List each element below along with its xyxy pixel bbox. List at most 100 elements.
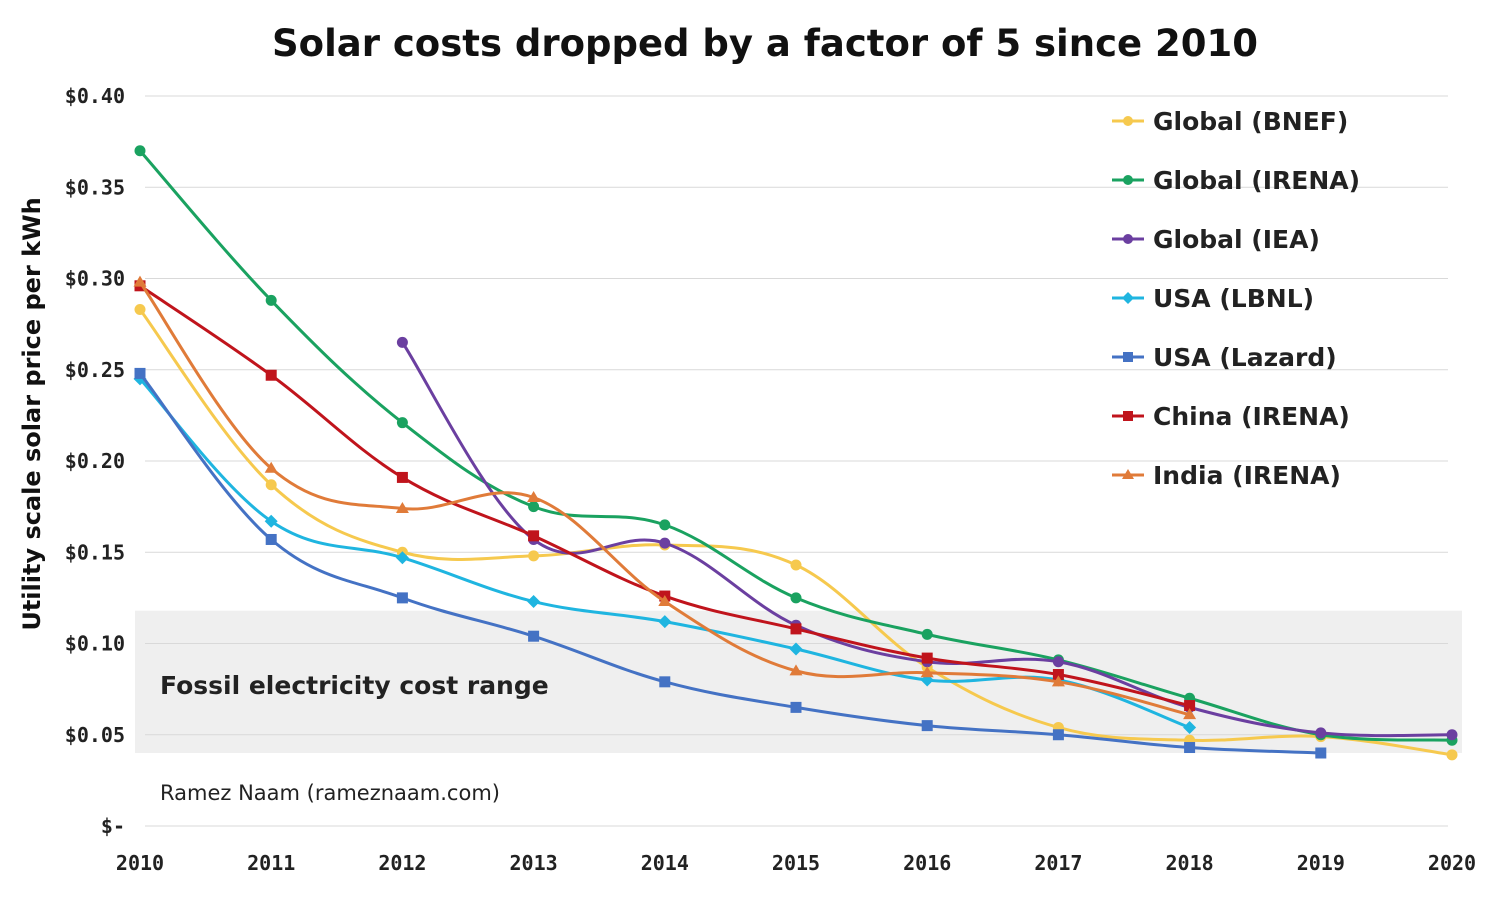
- data-point-marker: [659, 537, 671, 549]
- y-tick-label: $0.10: [65, 632, 125, 656]
- data-point-marker: [1183, 708, 1197, 720]
- data-point-marker: [1123, 411, 1133, 421]
- series-india-irena: [133, 275, 1197, 720]
- legend-item: USA (Lazard): [1112, 343, 1337, 372]
- y-tick-label: $0.30: [65, 267, 125, 291]
- data-point-marker: [921, 652, 933, 664]
- data-point-marker: [134, 367, 146, 379]
- data-point-marker: [265, 479, 277, 491]
- data-point-marker: [1052, 729, 1064, 741]
- legend-label: Global (IEA): [1153, 225, 1320, 254]
- data-point-marker: [527, 595, 541, 609]
- legend-label: USA (LBNL): [1153, 284, 1314, 313]
- data-point-marker: [528, 530, 540, 542]
- data-point-marker: [789, 664, 803, 676]
- data-point-marker: [134, 145, 146, 157]
- legend-item: China (IRENA): [1112, 402, 1350, 431]
- series-line: [138, 371, 1323, 755]
- x-tick-label: 2011: [247, 851, 295, 875]
- x-tick-label: 2020: [1428, 851, 1476, 875]
- data-point-marker: [396, 336, 408, 348]
- legend-item: India (IRENA): [1112, 461, 1341, 490]
- legend-label: China (IRENA): [1153, 402, 1350, 431]
- data-point-marker: [265, 533, 277, 545]
- x-tick-label: 2018: [1166, 851, 1214, 875]
- data-point-marker: [790, 592, 802, 604]
- data-point-marker: [790, 623, 802, 635]
- legend-item: USA (LBNL): [1112, 284, 1314, 313]
- y-tick-label: $0.25: [65, 358, 125, 382]
- data-point-marker: [264, 514, 278, 528]
- data-point-marker: [1123, 234, 1133, 244]
- y-tick-label: $0.20: [65, 449, 125, 473]
- data-point-marker: [396, 592, 408, 604]
- legend: Global (BNEF) Global (IRENA) Global (IEA) U…: [1112, 107, 1360, 490]
- data-point-marker: [134, 304, 146, 316]
- data-point-marker: [921, 628, 933, 640]
- data-point-marker: [264, 461, 278, 473]
- data-point-marker: [396, 417, 408, 429]
- data-point-marker: [396, 471, 408, 483]
- y-axis-ticks: $- $0.05 $0.10 $0.15 $0.20 $0.25 $0.30 $0.35 $0.…: [65, 84, 125, 838]
- x-axis-ticks: 2010 2011 2012 2013 2014 2015 2016 2017 2018 2019…: [116, 851, 1476, 875]
- data-point-marker: [1123, 116, 1133, 126]
- data-point-marker: [1446, 729, 1458, 741]
- y-tick-label: $0.05: [65, 723, 125, 747]
- x-tick-label: 2012: [378, 851, 426, 875]
- data-point-marker: [1123, 175, 1133, 185]
- x-tick-label: 2015: [772, 851, 820, 875]
- legend-label: Global (IRENA): [1153, 166, 1360, 195]
- data-point-marker: [658, 615, 672, 629]
- data-point-marker: [790, 701, 802, 713]
- y-tick-label: $0.15: [65, 540, 125, 564]
- series-line: [138, 280, 1192, 717]
- data-point-marker: [921, 720, 933, 732]
- data-point-marker: [265, 369, 277, 381]
- y-tick-label: $0.35: [65, 175, 125, 199]
- data-point-marker: [528, 550, 540, 562]
- x-tick-label: 2014: [641, 851, 689, 875]
- data-point-marker: [1051, 675, 1065, 687]
- data-point-marker: [790, 559, 802, 571]
- x-tick-label: 2017: [1034, 851, 1082, 875]
- x-tick-label: 2019: [1297, 851, 1345, 875]
- data-point-marker: [1315, 727, 1327, 739]
- series-line: [138, 149, 1454, 742]
- legend-label: Global (BNEF): [1153, 107, 1348, 136]
- data-point-marker: [1183, 720, 1197, 734]
- y-tick-label: $-: [101, 814, 125, 838]
- source-credit: Ramez Naam (rameznaam.com): [160, 781, 500, 805]
- legend-label: India (IRENA): [1153, 461, 1341, 490]
- data-point-marker: [1122, 469, 1134, 479]
- legend-item: Global (BNEF): [1112, 107, 1348, 136]
- data-point-marker: [920, 666, 934, 678]
- data-point-marker: [528, 630, 540, 642]
- data-point-marker: [789, 642, 803, 656]
- data-point-marker: [659, 519, 671, 531]
- data-point-marker: [133, 275, 147, 287]
- data-point-marker: [1052, 669, 1064, 681]
- data-point-marker: [659, 676, 671, 688]
- legend-item: Global (IEA): [1112, 225, 1320, 254]
- data-point-marker: [1122, 292, 1134, 304]
- data-point-marker: [395, 551, 409, 565]
- data-point-marker: [1446, 749, 1458, 761]
- x-tick-label: 2016: [903, 851, 951, 875]
- data-point-marker: [528, 501, 540, 513]
- data-point-marker: [1123, 352, 1133, 362]
- series-usa-lazard: [134, 367, 1327, 759]
- x-tick-label: 2010: [116, 851, 164, 875]
- data-point-marker: [395, 501, 409, 513]
- legend-label: USA (Lazard): [1153, 343, 1337, 372]
- y-tick-label: $0.40: [65, 84, 125, 108]
- x-tick-label: 2013: [510, 851, 558, 875]
- data-point-marker: [1184, 742, 1196, 754]
- data-point-marker: [1184, 700, 1196, 712]
- fossil-band-label: Fossil electricity cost range: [160, 671, 549, 700]
- legend-item: Global (IRENA): [1112, 166, 1360, 195]
- data-point-marker: [658, 595, 672, 607]
- chart-title: Solar costs dropped by a factor of 5 sin…: [272, 22, 1258, 65]
- data-point-marker: [1315, 747, 1327, 759]
- data-point-marker: [1052, 656, 1064, 668]
